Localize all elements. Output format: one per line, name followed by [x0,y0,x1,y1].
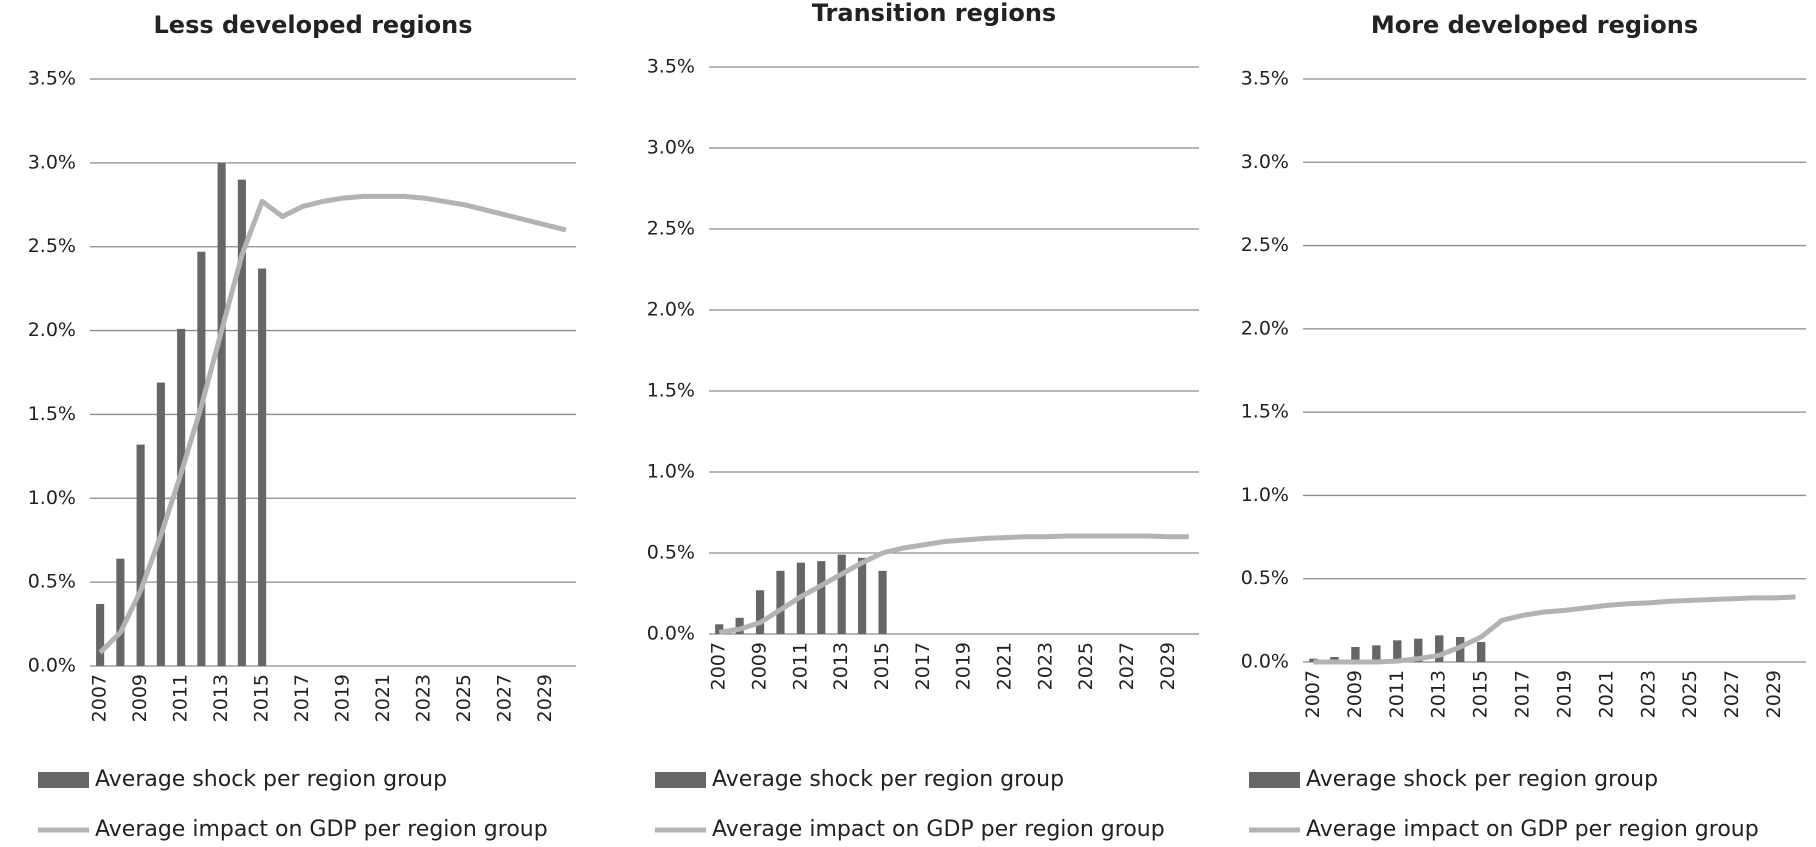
bar [1435,635,1444,662]
y-tick-label: 3.0% [647,137,695,159]
y-tick-label: 1.5% [647,380,695,402]
bar [878,570,887,634]
x-tick-label: 2025 [1075,642,1097,690]
x-tick-label: 2029 [534,674,556,722]
x-tick-label: 2017 [1512,670,1534,718]
legend-label: Average shock per region group [95,767,447,792]
y-tick-label: 0.0% [1241,651,1289,673]
bar [197,251,206,666]
legend-label: Average impact on GDP per region group [712,817,1165,842]
line [1313,594,1796,665]
legend-swatch [1249,772,1300,788]
x-tick-label: 2019 [953,642,975,690]
x-tick-label: 2029 [1157,642,1179,690]
chart-title: Transition regions [812,0,1056,27]
y-tick-label: 1.5% [1241,401,1289,423]
chart-title: More developed regions [1371,11,1698,39]
x-tick-label: 2023 [413,674,435,722]
y-tick-label: 2.0% [647,299,695,321]
y-tick-label: 1.0% [28,487,76,509]
bar [177,328,186,666]
x-tick-label: 2009 [749,642,771,690]
x-tick-label: 2021 [1595,670,1617,718]
x-tick-label: 2017 [291,674,313,722]
legend-label: Average impact on GDP per region group [1306,817,1759,842]
bar [217,162,226,666]
y-tick-label: 2.0% [28,319,76,341]
bar [858,557,867,634]
chart-title: Less developed regions [154,11,473,39]
line [718,533,1189,635]
x-tick-label: 2015 [871,642,893,690]
y-tick-label: 3.5% [28,68,76,90]
x-tick-label: 2007 [1302,670,1324,718]
line [98,193,567,655]
x-tick-label: 2011 [1386,670,1408,718]
x-tick-label: 2013 [830,642,852,690]
x-tick-label: 2023 [1637,670,1659,718]
bar [156,382,165,666]
y-tick-label: 2.5% [1241,234,1289,256]
y-tick-label: 0.0% [28,655,76,677]
bar [1372,645,1381,662]
legend-swatch [38,772,89,788]
x-tick-label: 2029 [1763,670,1785,718]
x-tick-label: 2023 [1034,642,1056,690]
y-tick-label: 3.0% [28,151,76,173]
bar [776,570,785,634]
bar [715,624,724,634]
bar [1414,638,1423,662]
y-tick-label: 3.5% [1241,68,1289,90]
bar [116,558,125,666]
x-tick-label: 2011 [789,642,811,690]
y-tick-label: 2.0% [1241,317,1289,339]
x-tick-label: 2027 [494,674,516,722]
x-tick-label: 2025 [1679,670,1701,718]
bar [755,590,765,634]
x-tick-label: 2017 [912,642,934,690]
x-tick-label: 2021 [994,642,1016,690]
x-tick-label: 2011 [170,674,192,722]
y-tick-label: 3.5% [647,56,695,78]
legend-label: Average shock per region group [712,767,1064,792]
bar [1476,642,1486,662]
bar [837,554,846,634]
y-tick-label: 2.5% [28,235,76,257]
bar [96,603,105,666]
x-tick-label: 2009 [1344,670,1366,718]
x-tick-label: 2007 [708,642,730,690]
bar [237,179,246,666]
bar [735,617,744,634]
x-tick-label: 2019 [332,674,354,722]
bar [258,268,267,666]
x-tick-label: 2015 [251,674,273,722]
y-tick-label: 3.0% [1241,151,1289,173]
y-tick-label: 0.5% [28,571,76,593]
x-tick-label: 2013 [1428,670,1450,718]
legend-label: Average impact on GDP per region group [95,817,548,842]
y-tick-label: 0.0% [647,623,695,645]
x-tick-label: 2019 [1553,670,1575,718]
y-tick-label: 1.5% [28,403,76,425]
x-tick-label: 2027 [1721,670,1743,718]
legend-label: Average shock per region group [1306,767,1658,792]
x-tick-label: 2027 [1116,642,1138,690]
y-tick-label: 2.5% [647,218,695,240]
x-tick-label: 2009 [129,674,151,722]
x-tick-label: 2013 [210,674,232,722]
bar [1351,647,1360,662]
x-tick-label: 2015 [1470,670,1492,718]
bar [817,561,826,634]
x-tick-label: 2007 [89,674,111,722]
y-tick-label: 0.5% [1241,567,1289,589]
y-tick-label: 1.0% [1241,484,1289,506]
bar [1393,640,1402,662]
y-tick-label: 1.0% [647,461,695,483]
legend-swatch [655,772,706,788]
x-tick-label: 2021 [372,674,394,722]
y-tick-label: 0.5% [647,542,695,564]
bar [136,444,145,666]
x-tick-label: 2025 [453,674,475,722]
